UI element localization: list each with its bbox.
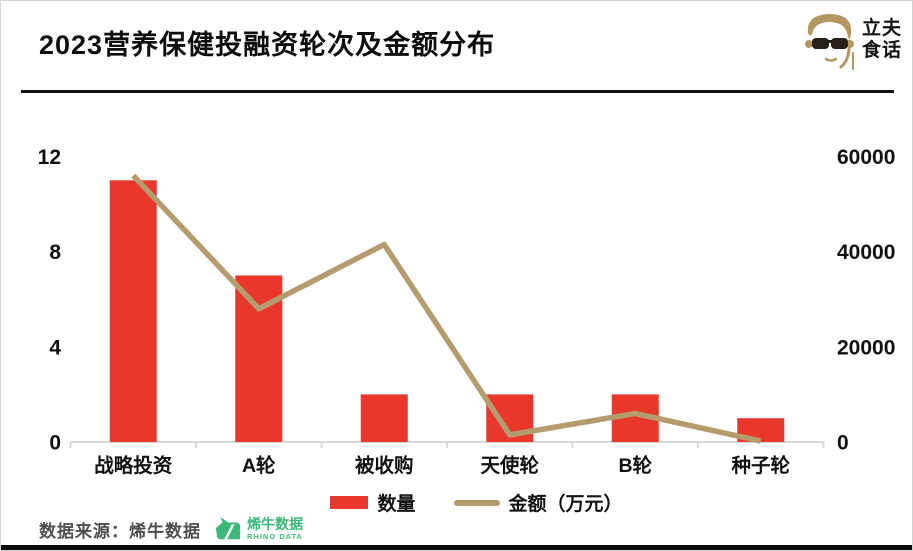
logo-wordmark: 立夫 食话 xyxy=(862,18,902,62)
logo-wordmark-line1: 立夫 xyxy=(861,18,902,39)
right-axis-tick-label: 0 xyxy=(837,432,849,455)
chart-legend: 数量 金额（万元） xyxy=(21,489,912,516)
bar-series-swatch xyxy=(330,496,369,509)
bar-种子轮 xyxy=(737,418,785,442)
rhino-wordmark: 烯牛数据 RHINO DATA xyxy=(247,517,303,541)
title-divider xyxy=(21,90,894,93)
line-series-swatch xyxy=(453,499,500,506)
bar-B轮 xyxy=(611,394,659,442)
bar-被收购 xyxy=(360,394,408,442)
rhino-data-logo: 烯牛数据 RHINO DATA xyxy=(213,515,303,543)
bar-战略投资 xyxy=(109,180,157,442)
right-axis-tick-label: 40000 xyxy=(837,241,895,264)
lifu-shihua-logo: 立夫 食话 xyxy=(800,9,902,71)
x-axis-category-label: 种子轮 xyxy=(730,454,790,477)
logo-wordmark-line2: 食话 xyxy=(861,40,902,61)
left-axis-tick-label: 12 xyxy=(38,146,61,169)
left-axis-tick-label: 0 xyxy=(49,432,61,455)
right-axis-tick-label: 20000 xyxy=(837,336,895,359)
legend-item-amount: 金额（万元） xyxy=(453,489,623,516)
rhino-wordmark-en: RHINO DATA xyxy=(247,532,303,542)
bar-A轮 xyxy=(235,275,283,442)
left-axis-tick-label: 4 xyxy=(49,336,61,359)
legend-label-amount: 金额（万元） xyxy=(508,494,623,515)
legend-item-count: 数量 xyxy=(330,489,416,516)
rhino-icon xyxy=(215,516,241,540)
legend-label-count: 数量 xyxy=(377,494,416,515)
left-axis-tick-label: 8 xyxy=(49,241,61,264)
face-with-sunglasses-icon xyxy=(804,14,854,70)
bottom-black-bar xyxy=(1,545,912,550)
page-title: 2023营养保健投融资轮次及金额分布 xyxy=(39,30,496,60)
x-axis-category-label: B轮 xyxy=(618,454,652,477)
right-axis-tick-label: 60000 xyxy=(837,146,895,169)
rhino-wordmark-cn: 烯牛数据 xyxy=(247,516,303,533)
data-source-footer: 数据来源：烯牛数据 烯牛数据 RHINO DATA xyxy=(39,515,303,543)
x-axis-category-label: 战略投资 xyxy=(94,454,173,477)
bar-天使轮 xyxy=(486,394,534,442)
amount-line xyxy=(131,173,762,444)
data-source-text: 数据来源：烯牛数据 xyxy=(39,521,201,541)
x-axis-category-label: A轮 xyxy=(242,454,276,477)
x-axis-category-label: 被收购 xyxy=(355,454,414,477)
x-axis-category-label: 天使轮 xyxy=(480,454,539,477)
